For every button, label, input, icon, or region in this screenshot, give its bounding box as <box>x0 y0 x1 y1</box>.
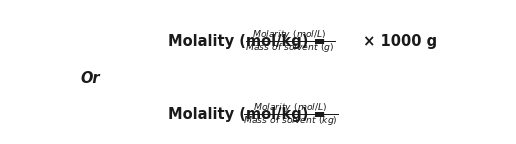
Text: Molality (mol/kg) =: Molality (mol/kg) = <box>168 34 331 49</box>
Text: $\frac{\mathit{Molarity\ (mol/L)}}{\mathit{Mass\ of\ solvent\ (g)}}$: $\frac{\mathit{Molarity\ (mol/L)}}{\math… <box>245 29 335 55</box>
Text: × 1000 g: × 1000 g <box>359 34 438 49</box>
Text: Or: Or <box>80 71 100 86</box>
Text: $\frac{\mathit{Molarity\ (mol/L)}}{\mathit{Mass\ of\ solvent\ (kg)}}$: $\frac{\mathit{Molarity\ (mol/L)}}{\math… <box>243 102 338 128</box>
Text: Molality (mol/kg) =: Molality (mol/kg) = <box>168 107 331 122</box>
